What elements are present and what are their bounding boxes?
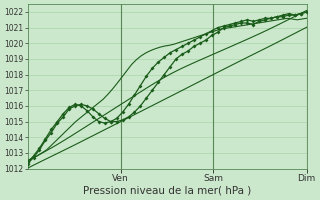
X-axis label: Pression niveau de la mer( hPa ): Pression niveau de la mer( hPa ) — [83, 186, 251, 196]
